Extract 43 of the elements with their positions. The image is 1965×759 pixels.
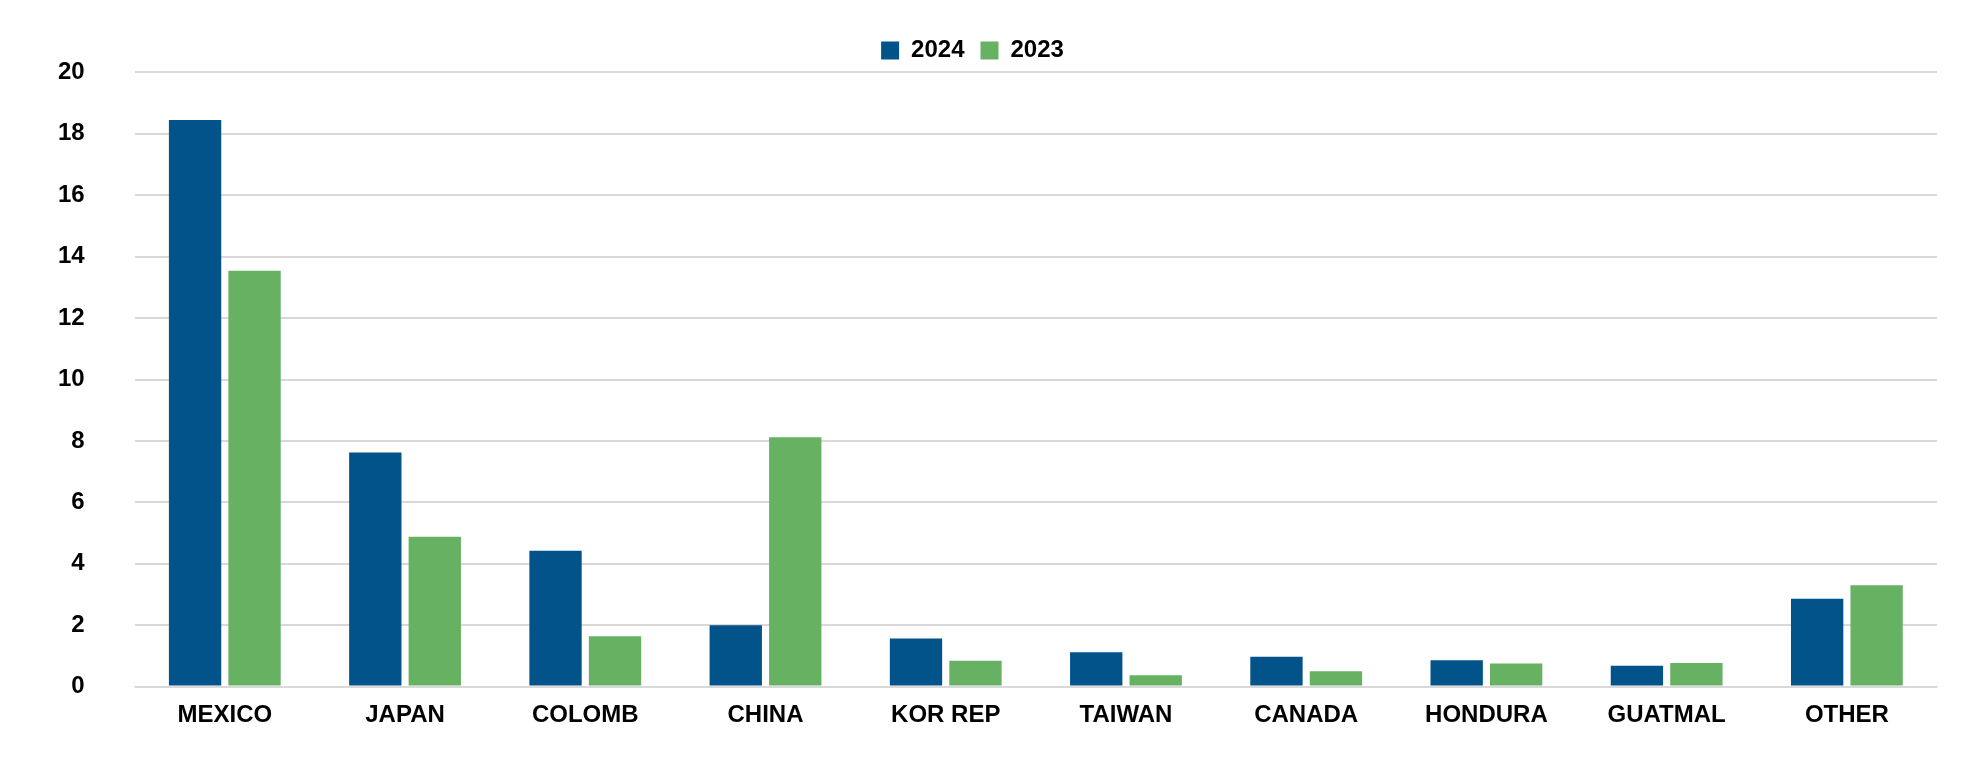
y-tick-label: 2: [71, 609, 85, 637]
bar: [529, 550, 582, 686]
bar: [588, 636, 642, 686]
bar: [1610, 665, 1664, 686]
bar: [228, 270, 281, 686]
x-tick-label: GUATMAL: [1607, 699, 1726, 727]
bar: [1250, 656, 1303, 686]
x-tick-label: MEXICO: [177, 699, 273, 727]
bar: [1309, 671, 1363, 686]
x-tick-label: TAIWAN: [1079, 699, 1173, 727]
bar: [1850, 585, 1903, 686]
bar: [1430, 660, 1483, 686]
bar: [1070, 652, 1123, 686]
x-tick-label: CANADA: [1254, 699, 1359, 727]
legend-label: 2023: [1010, 35, 1064, 63]
x-tick-label: CHINA: [727, 699, 804, 727]
bar: [1129, 675, 1182, 686]
y-tick-label: 16: [57, 179, 85, 207]
x-tick-label: COLOMB: [531, 699, 639, 727]
x-tick-label: JAPAN: [365, 699, 445, 727]
y-tick-label: 12: [57, 302, 85, 330]
legend-label: 2024: [911, 35, 966, 63]
y-tick-label: 4: [71, 548, 86, 576]
x-tick-label: HONDURA: [1425, 699, 1548, 727]
x-tick-label: KOR REP: [891, 699, 1001, 727]
bar: [889, 638, 943, 686]
x-tick-label: OTHER: [1804, 699, 1889, 727]
bar: [1670, 662, 1723, 686]
bar: [769, 437, 822, 686]
bar: [949, 660, 1002, 686]
y-tick-label: 8: [71, 425, 85, 453]
bar: [349, 452, 402, 686]
bar: [168, 120, 222, 686]
y-tick-label: 18: [57, 118, 85, 146]
y-tick-label: 10: [57, 364, 85, 392]
y-tick-label: 6: [71, 486, 85, 514]
y-tick-label: 14: [57, 241, 86, 269]
bar: [408, 536, 461, 686]
bar: [1489, 663, 1543, 686]
bar: [709, 625, 762, 686]
y-tick-label: 20: [57, 57, 85, 85]
y-tick-label: 0: [71, 671, 85, 699]
bar: [1790, 598, 1844, 686]
